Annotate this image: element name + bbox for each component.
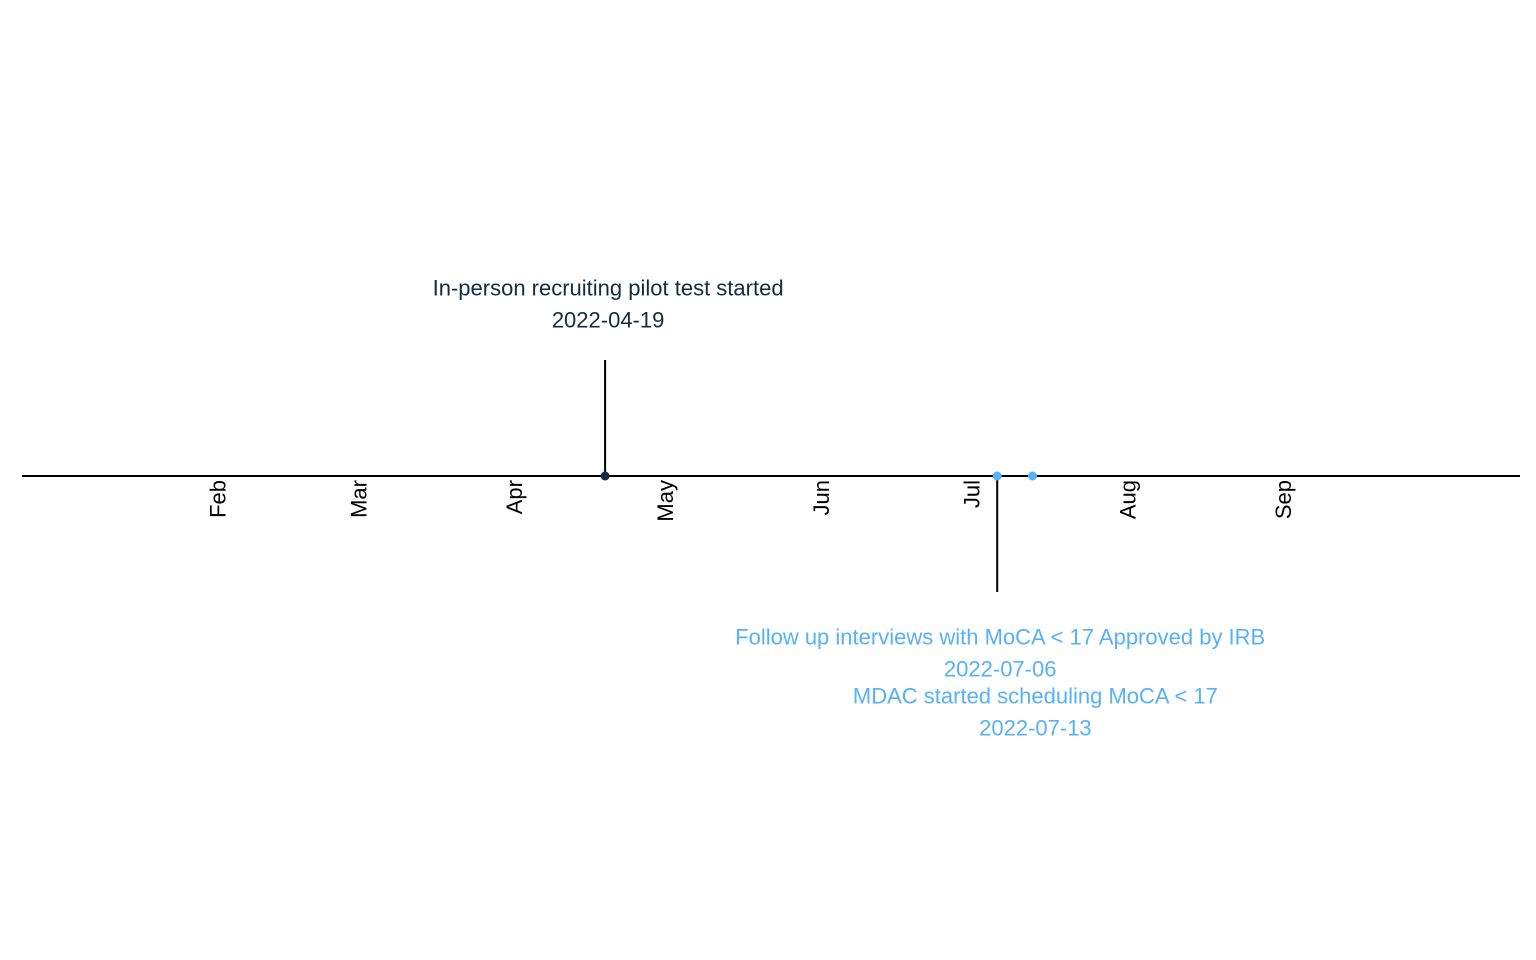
event-marker-2 (1027, 471, 1037, 481)
event-date-1: 2022-07-06 (944, 657, 1057, 682)
month-label-mar: Mar (346, 480, 371, 518)
month-label-feb: Feb (206, 480, 231, 518)
event-date-2: 2022-07-13 (979, 716, 1092, 741)
month-label-aug: Aug (1115, 480, 1140, 519)
event-label-2: MDAC started scheduling MoCA < 17 (853, 684, 1218, 709)
month-label-jul: Jul (960, 480, 985, 508)
month-tick-labels: Feb Mar Apr May Jun Jul Aug Sep (206, 480, 1297, 522)
event-label-0: In-person recruiting pilot test started (433, 276, 784, 301)
month-label-sep: Sep (1271, 480, 1296, 519)
event-marks: In-person recruiting pilot test started 2… (433, 276, 1266, 741)
event-date-0: 2022-04-19 (552, 308, 665, 333)
event-marker-0 (600, 471, 610, 481)
month-label-jun: Jun (809, 480, 834, 515)
event-marker-1 (992, 471, 1002, 481)
month-label-may: May (653, 480, 678, 522)
month-label-apr: Apr (502, 480, 527, 514)
event-label-1: Follow up interviews with MoCA < 17 Appr… (735, 625, 1265, 650)
